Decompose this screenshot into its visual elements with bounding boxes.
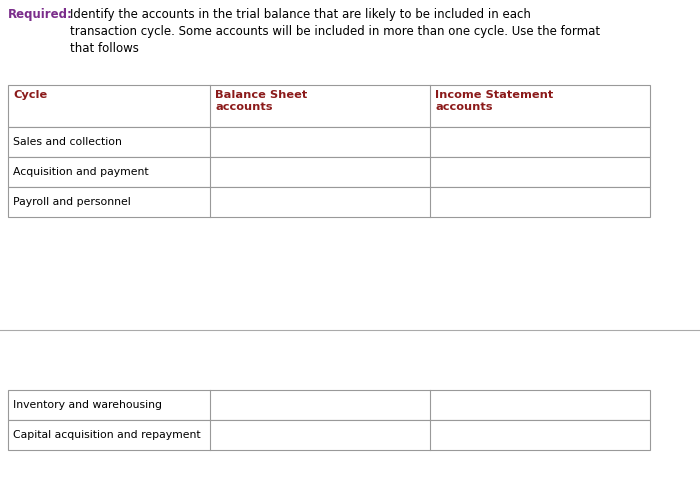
Text: Cycle: Cycle <box>13 90 48 100</box>
Text: Balance Sheet
accounts: Balance Sheet accounts <box>215 90 307 112</box>
Text: Acquisition and payment: Acquisition and payment <box>13 167 148 177</box>
Bar <box>8 157 650 187</box>
Bar <box>8 420 650 450</box>
Bar <box>8 390 650 420</box>
Text: Required:: Required: <box>8 8 73 21</box>
Text: Sales and collection: Sales and collection <box>13 137 122 147</box>
Text: Income Statement
accounts: Income Statement accounts <box>435 90 554 112</box>
Text: Capital acquisition and repayment: Capital acquisition and repayment <box>13 430 201 440</box>
Bar <box>8 127 650 157</box>
Text: Inventory and warehousing: Inventory and warehousing <box>13 400 162 410</box>
Text: Payroll and personnel: Payroll and personnel <box>13 197 131 207</box>
Text: Identify the accounts in the trial balance that are likely to be included in eac: Identify the accounts in the trial balan… <box>70 8 600 55</box>
Bar <box>8 187 650 217</box>
Bar <box>8 85 650 127</box>
